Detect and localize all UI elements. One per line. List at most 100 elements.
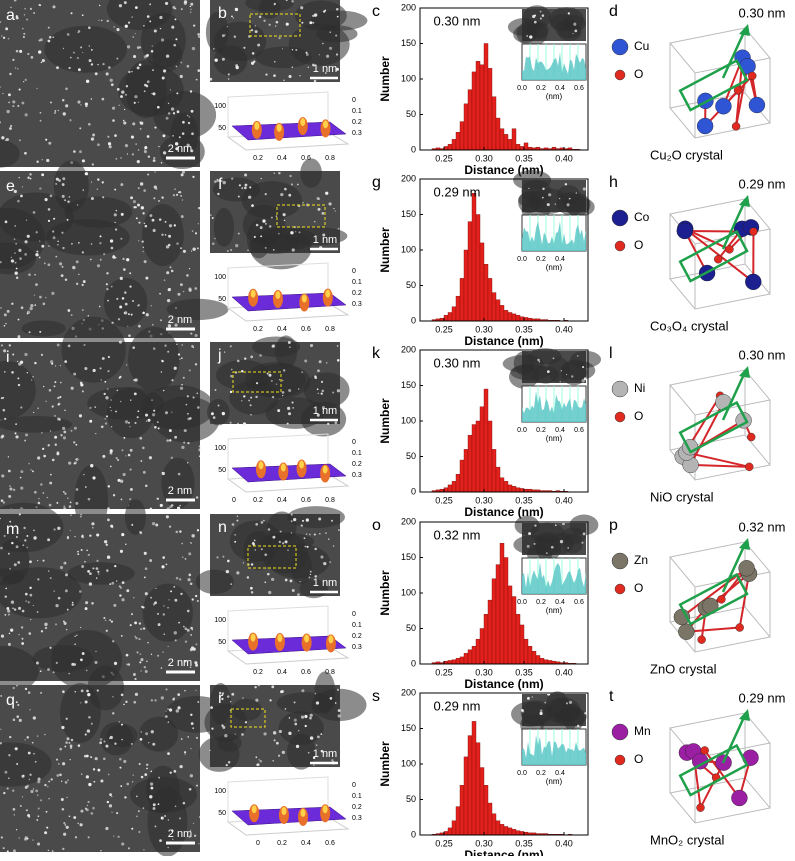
stem-atom (184, 690, 186, 692)
stem-atom (11, 257, 12, 258)
stem-atom (63, 507, 66, 510)
stem-atom (49, 504, 52, 507)
stem-atom (33, 788, 34, 789)
stem-atom (33, 716, 36, 719)
histogram-bar (500, 305, 504, 321)
stem-atom (21, 642, 24, 645)
histogram-bar (452, 307, 456, 321)
histogram-bar (504, 134, 508, 150)
stem-atom (49, 36, 52, 39)
stem-atom (310, 714, 313, 717)
stem-atom (192, 727, 194, 729)
stem-atom (64, 746, 66, 748)
stem-atom (224, 351, 225, 352)
stem-atom (195, 643, 197, 645)
stem-atom (58, 597, 61, 600)
histogram-bar (480, 629, 484, 665)
histogram-bar (484, 264, 488, 321)
x-tick-label: 0.25 (435, 153, 453, 163)
stem-atom (85, 607, 88, 610)
stem-atom (140, 460, 142, 462)
histogram-bar (504, 558, 508, 665)
stem-atom (300, 6, 303, 9)
scale-bar-label: 2 nm (168, 828, 192, 840)
stem-atom (102, 196, 104, 198)
x-tick-label: 0.35 (515, 667, 533, 677)
stem-atom (330, 697, 333, 700)
stem-atom (291, 520, 293, 522)
stem-atom (44, 262, 46, 264)
stem-atom (338, 228, 340, 230)
stem-atom (131, 71, 132, 72)
stem-atom (116, 28, 119, 31)
stem-atom (146, 313, 149, 316)
stem-atom (188, 578, 191, 581)
stem-atom (176, 577, 179, 580)
stem-atom (45, 400, 47, 402)
stem-atom (57, 241, 58, 242)
stem-atom (539, 361, 541, 363)
stem-atom (74, 691, 76, 693)
stem-atom (4, 313, 7, 316)
stem-atom (125, 94, 127, 96)
stem-atom (269, 225, 271, 227)
stem-atom (13, 718, 16, 721)
histogram-bar (516, 614, 520, 664)
stem-atom (120, 95, 123, 98)
stem-atom (77, 101, 80, 104)
stem-atom (283, 213, 286, 216)
stem-atom (80, 516, 82, 518)
stem-atom (33, 530, 35, 532)
histogram-bar (528, 646, 532, 664)
stem-atom (314, 533, 316, 535)
stem-atom (77, 823, 78, 824)
stem-atom (235, 64, 238, 67)
stem-atom (77, 57, 79, 59)
stem-atom (198, 207, 200, 209)
panel-letter: f (218, 176, 223, 193)
stem-atom (326, 362, 327, 363)
stem-atom (182, 132, 185, 135)
stem-atom (310, 574, 311, 575)
stem-atom (254, 686, 256, 688)
stem-atom (65, 824, 66, 825)
histogram-bar (484, 389, 488, 492)
crystal-label: Cu₂O crystal (650, 147, 723, 162)
stem-atom (132, 781, 134, 783)
stem-atom (540, 18, 542, 20)
stem-atom (135, 33, 136, 34)
stem-atom (35, 283, 38, 286)
stem-atom (9, 344, 11, 346)
distance-annotation: 0.30 nm (434, 355, 481, 370)
scale-bar-label: 1 nm (313, 577, 337, 589)
stem-atom (171, 504, 174, 507)
stem-atom (53, 5, 56, 8)
y-tick-label: 200 (401, 173, 416, 183)
stem-atom (113, 604, 116, 607)
stem-atom (147, 15, 150, 18)
stem-atom (128, 313, 130, 315)
stem-atom (43, 560, 45, 562)
stem-atom (180, 247, 182, 249)
surface-peak-top (277, 124, 282, 132)
stem-atom (56, 452, 59, 455)
stem-atom (20, 406, 22, 408)
surface-x-tick: 0.2 (253, 155, 263, 162)
stem-atom (289, 717, 291, 719)
crystal-atom (698, 636, 706, 644)
stem-atom (48, 220, 50, 222)
stem-atom (167, 752, 170, 755)
x-tick-label: 0.40 (555, 153, 573, 163)
stem-atom (80, 104, 81, 105)
stem-atom (159, 218, 162, 221)
stem-atom (77, 32, 78, 33)
stem-atom (167, 507, 170, 510)
crystal-label: NiO crystal (650, 489, 714, 504)
stem-atom (228, 78, 229, 79)
histogram-bar (536, 655, 540, 664)
stem-atom (163, 134, 166, 137)
histogram-bar (460, 460, 464, 492)
stem-atom (33, 412, 34, 413)
histogram-bar (480, 65, 484, 150)
histogram-bar (484, 44, 488, 151)
